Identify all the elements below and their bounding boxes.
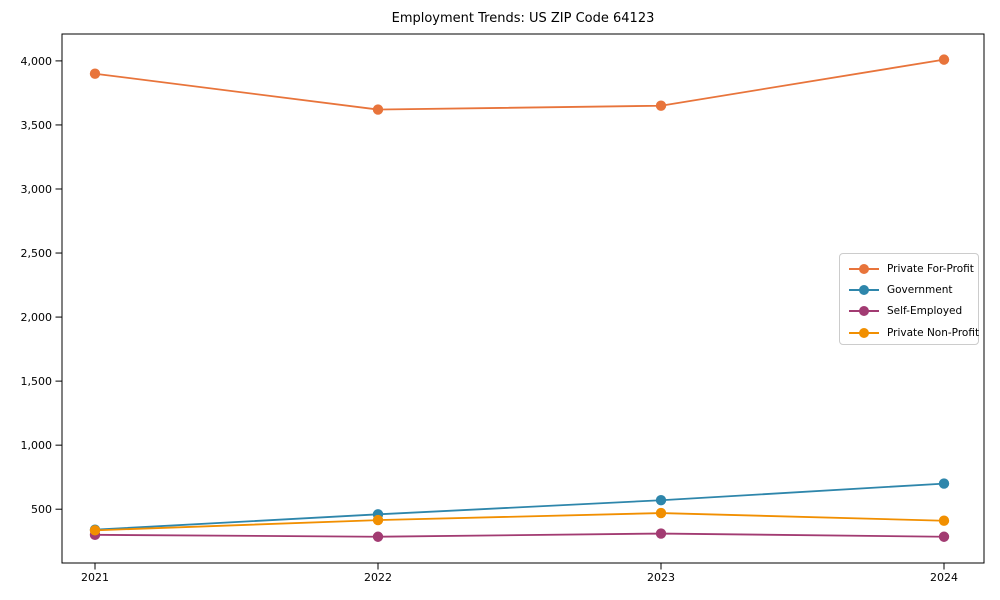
legend-marker-icon xyxy=(849,284,879,295)
data-point-private-for-profit-2024 xyxy=(938,54,950,65)
data-point-self-employed-2023 xyxy=(655,528,667,539)
x-tick-label: 2021 xyxy=(81,571,109,584)
legend-label: Private For-Profit xyxy=(887,262,974,275)
data-point-private-non-profit-2024 xyxy=(938,515,950,526)
legend-item-private-for-profit: Private For-Profit xyxy=(849,258,978,279)
data-point-government-2024 xyxy=(938,478,950,489)
legend-dot-icon xyxy=(859,263,869,274)
y-tick-label: 2,000 xyxy=(21,311,53,324)
legend: Private For-Profit Government Self-Employe… xyxy=(839,253,979,345)
x-tick-label: 2022 xyxy=(364,571,392,584)
legend-label: Self-Employed xyxy=(887,305,963,318)
y-tick-label: 3,500 xyxy=(21,119,53,132)
data-point-private-non-profit-2021 xyxy=(89,525,101,536)
legend-marker-icon xyxy=(849,306,879,317)
y-tick-label: 4,000 xyxy=(21,55,53,68)
legend-label: Government xyxy=(887,283,953,296)
x-tick-label: 2023 xyxy=(647,571,675,584)
y-tick-label: 500 xyxy=(31,503,52,516)
legend-item-private-non-profit: Private Non-Profit xyxy=(849,322,980,343)
legend-dot-icon xyxy=(859,284,869,295)
legend-marker-icon xyxy=(849,327,879,338)
chart-title: Employment Trends: US ZIP Code 64123 xyxy=(391,11,655,26)
series-line-private-for-profit xyxy=(94,58,945,111)
data-point-self-employed-2022 xyxy=(372,531,384,542)
data-point-private-non-profit-2022 xyxy=(372,514,384,526)
axes-frame xyxy=(61,33,985,564)
legend-label: Private Non-Profit xyxy=(887,326,980,339)
legend-marker-icon xyxy=(849,263,879,274)
legend-item-government: Government xyxy=(849,279,978,300)
legend-dot-icon xyxy=(859,306,869,317)
y-tick-label: 1,000 xyxy=(21,439,53,452)
data-point-private-non-profit-2023 xyxy=(655,507,667,519)
series-line-government xyxy=(94,482,945,531)
y-tick-label: 2,500 xyxy=(21,247,53,260)
data-point-self-employed-2024 xyxy=(938,531,950,542)
data-point-private-for-profit-2021 xyxy=(89,68,101,79)
series-line-self-employed xyxy=(94,532,945,538)
y-tick-label: 3,000 xyxy=(21,183,53,196)
series-line-private-non-profit xyxy=(94,512,945,532)
data-point-government-2023 xyxy=(655,495,667,506)
x-tick-label: 2024 xyxy=(930,571,958,584)
y-tick-label: 1,500 xyxy=(21,375,53,388)
data-point-private-for-profit-2022 xyxy=(372,104,384,115)
data-point-private-for-profit-2023 xyxy=(655,100,667,111)
legend-dot-icon xyxy=(859,327,869,338)
legend-item-self-employed: Self-Employed xyxy=(849,301,978,322)
